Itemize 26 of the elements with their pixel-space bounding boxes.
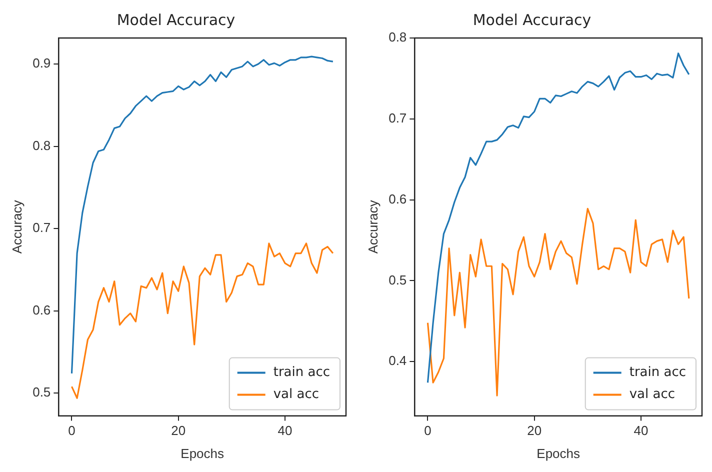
legend-label: val acc [629, 387, 676, 402]
y-tick-label: 0.6 [32, 302, 51, 318]
x-tick-label: 20 [171, 423, 186, 438]
y-tick-label: 0.5 [388, 272, 407, 288]
y-axis-title: Accuracy [365, 200, 380, 254]
y-axis-title: Accuracy [9, 200, 24, 254]
x-tick-label: 20 [527, 423, 542, 438]
y-tick-label: 0.7 [388, 110, 407, 126]
y-tick-label: 0.4 [388, 353, 407, 368]
x-tick-label: 0 [68, 423, 76, 438]
legend-label: train acc [273, 365, 330, 380]
chart-title: Model Accuracy [116, 10, 236, 29]
y-tick-label: 0.8 [32, 138, 51, 153]
legend-label: val acc [273, 387, 320, 402]
x-tick-label: 0 [424, 423, 432, 438]
x-tick-label: 40 [634, 423, 648, 438]
y-tick-label: 0.7 [32, 220, 51, 236]
y-tick-label: 0.6 [388, 191, 407, 206]
x-tick-label: 40 [278, 423, 292, 438]
chart-title: Model Accuracy [472, 10, 592, 29]
legend-label: train acc [629, 365, 686, 380]
y-tick-label: 0.5 [32, 384, 51, 400]
x-axis-title: Epochs [536, 446, 581, 461]
y-tick-label: 0.8 [388, 30, 407, 45]
x-axis-title: Epochs [180, 446, 225, 461]
y-tick-label: 0.9 [32, 56, 51, 71]
